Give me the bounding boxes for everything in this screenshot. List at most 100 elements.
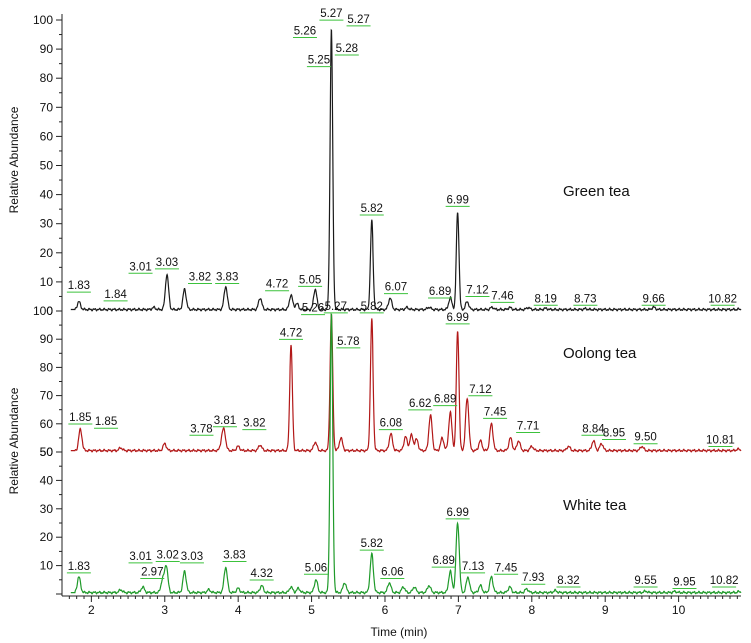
peak-label: 5.27 bbox=[320, 8, 342, 20]
axes-layer: 2 3 4 5 6 7 8 9 10010203040506070809010050607080… bbox=[33, 13, 741, 617]
peak-label: 6.89 bbox=[433, 555, 455, 567]
peak-label: 9.66 bbox=[642, 293, 664, 305]
y-tick-label: 90 bbox=[40, 42, 54, 56]
peak-label: 9.95 bbox=[673, 576, 695, 588]
peak-label: 3.82 bbox=[243, 418, 265, 430]
peak-label: 6.89 bbox=[434, 394, 456, 406]
peak-label: 8.84 bbox=[582, 423, 605, 435]
panel-name-oolong-tea: Oolong tea bbox=[563, 345, 637, 362]
x-tick-label: 9 bbox=[602, 603, 609, 617]
y-tick-label: 80 bbox=[40, 360, 54, 374]
peak-label: 1.85 bbox=[95, 416, 117, 428]
peak-label: 5.27 bbox=[325, 301, 347, 313]
x-tick-label: 8 bbox=[528, 603, 535, 617]
peak-label: 6.06 bbox=[381, 567, 403, 579]
x-tick-label: 5 bbox=[308, 603, 315, 617]
y-tick-label: 80 bbox=[40, 71, 54, 85]
peak-label: 7.46 bbox=[491, 290, 513, 302]
peak-label: 4.72 bbox=[280, 327, 302, 339]
peak-label: 8.95 bbox=[603, 427, 625, 439]
y-axis-label-middle: Relative Abundance bbox=[7, 387, 21, 494]
peak-label: 10.82 bbox=[708, 293, 737, 305]
y-tick-label: 0 bbox=[46, 304, 53, 318]
x-tick-label: 10 bbox=[672, 603, 686, 617]
peak-label: 6.08 bbox=[380, 418, 402, 430]
peak-label: 3.83 bbox=[216, 271, 238, 283]
peak-label: 5.06 bbox=[305, 562, 327, 574]
y-tick-label: 70 bbox=[40, 100, 54, 114]
peak-label: 9.55 bbox=[634, 575, 656, 587]
peak-label: 3.01 bbox=[129, 261, 151, 273]
peak-label: 7.45 bbox=[495, 562, 517, 574]
peak-label: 6.07 bbox=[385, 282, 407, 294]
y-tick-label: 10 bbox=[40, 559, 54, 573]
peak-label: 6.99 bbox=[446, 194, 468, 206]
panel-name-white-tea: White tea bbox=[563, 497, 627, 514]
traces-layer bbox=[70, 28, 742, 595]
peak-label: 7.13 bbox=[462, 561, 484, 573]
y-tick-label: 10 bbox=[40, 275, 54, 289]
x-tick-label: 2 bbox=[88, 603, 95, 617]
peak-label: 1.85 bbox=[69, 412, 91, 424]
peak-label: 8.73 bbox=[574, 293, 596, 305]
peak-label: 3.03 bbox=[156, 257, 178, 269]
peak-label: 6.89 bbox=[429, 286, 451, 298]
x-tick-label: 7 bbox=[455, 603, 462, 617]
peak-label: 6.62 bbox=[409, 398, 431, 410]
peak-labels-layer: 1.83 1.84 3.01 3.03 3.82 3.83 4.72 5.05 6.07 6.89… bbox=[66, 8, 739, 589]
y-tick-label: 30 bbox=[40, 502, 54, 516]
y-tick-label: 20 bbox=[40, 530, 54, 544]
y-tick-label: 50 bbox=[40, 445, 54, 459]
peak-label: 7.45 bbox=[484, 406, 506, 418]
x-tick-label: 6 bbox=[382, 603, 389, 617]
peak-label: 3.81 bbox=[214, 415, 236, 427]
x-axis-label: Time (min) bbox=[371, 625, 428, 639]
panel-name-green-tea: Green tea bbox=[563, 183, 630, 200]
y-tick-label: 40 bbox=[40, 188, 54, 202]
x-tick-label: 3 bbox=[161, 603, 168, 617]
y-tick-label: 40 bbox=[40, 473, 54, 487]
peak-label: 3.78 bbox=[190, 423, 212, 435]
peak-label: 5.82 bbox=[361, 538, 383, 550]
peak-label: 3.03 bbox=[181, 551, 203, 563]
peak-label: 8.32 bbox=[557, 575, 579, 587]
peak-label: 7.12 bbox=[469, 384, 491, 396]
peak-label: 2.97 bbox=[141, 567, 163, 579]
peak-label: 5.82 bbox=[361, 203, 383, 215]
peak-label: 7.71 bbox=[517, 420, 539, 432]
peak-label: 5.27 bbox=[347, 14, 369, 26]
peak-label: 4.32 bbox=[250, 568, 272, 580]
y-tick-label: 20 bbox=[40, 246, 54, 260]
peak-label: 8.19 bbox=[535, 293, 557, 305]
peak-label: 6.99 bbox=[446, 312, 468, 324]
peak-label: 10.81 bbox=[706, 435, 735, 447]
peak-label: 3.01 bbox=[129, 551, 151, 563]
peak-label: 5.25 bbox=[308, 55, 330, 67]
peak-label: 5.28 bbox=[336, 43, 358, 55]
y-axis-label-top: Relative Abundance bbox=[7, 106, 21, 213]
y-tick-label: 50 bbox=[40, 159, 54, 173]
y-tick-label: 100 bbox=[33, 304, 53, 318]
peak-label: 5.05 bbox=[299, 274, 321, 286]
peak-label: 3.82 bbox=[189, 271, 211, 283]
y-tick-label: 60 bbox=[40, 417, 54, 431]
peak-label: 5.26 bbox=[302, 303, 324, 315]
peak-label: 3.83 bbox=[223, 550, 245, 562]
y-tick-label: 30 bbox=[40, 217, 54, 231]
peak-label: 5.78 bbox=[337, 336, 359, 348]
trace-green-tea bbox=[70, 28, 742, 312]
y-tick-label: 70 bbox=[40, 389, 54, 403]
x-tick-label: 4 bbox=[235, 603, 242, 617]
peak-label: 7.12 bbox=[466, 285, 488, 297]
peak-label: 7.93 bbox=[522, 572, 544, 584]
peak-label: 5.26 bbox=[294, 26, 316, 38]
y-tick-label: 100 bbox=[33, 13, 53, 27]
peak-label: 1.83 bbox=[68, 280, 90, 292]
y-tick-label: 50 bbox=[40, 445, 54, 459]
peak-label: 1.83 bbox=[68, 561, 90, 573]
y-tick-label: 60 bbox=[40, 129, 54, 143]
peak-label: 1.84 bbox=[104, 289, 127, 301]
trace-white-tea bbox=[70, 312, 742, 595]
peak-label: 6.99 bbox=[446, 507, 468, 519]
trace-oolong-tea bbox=[70, 313, 742, 453]
